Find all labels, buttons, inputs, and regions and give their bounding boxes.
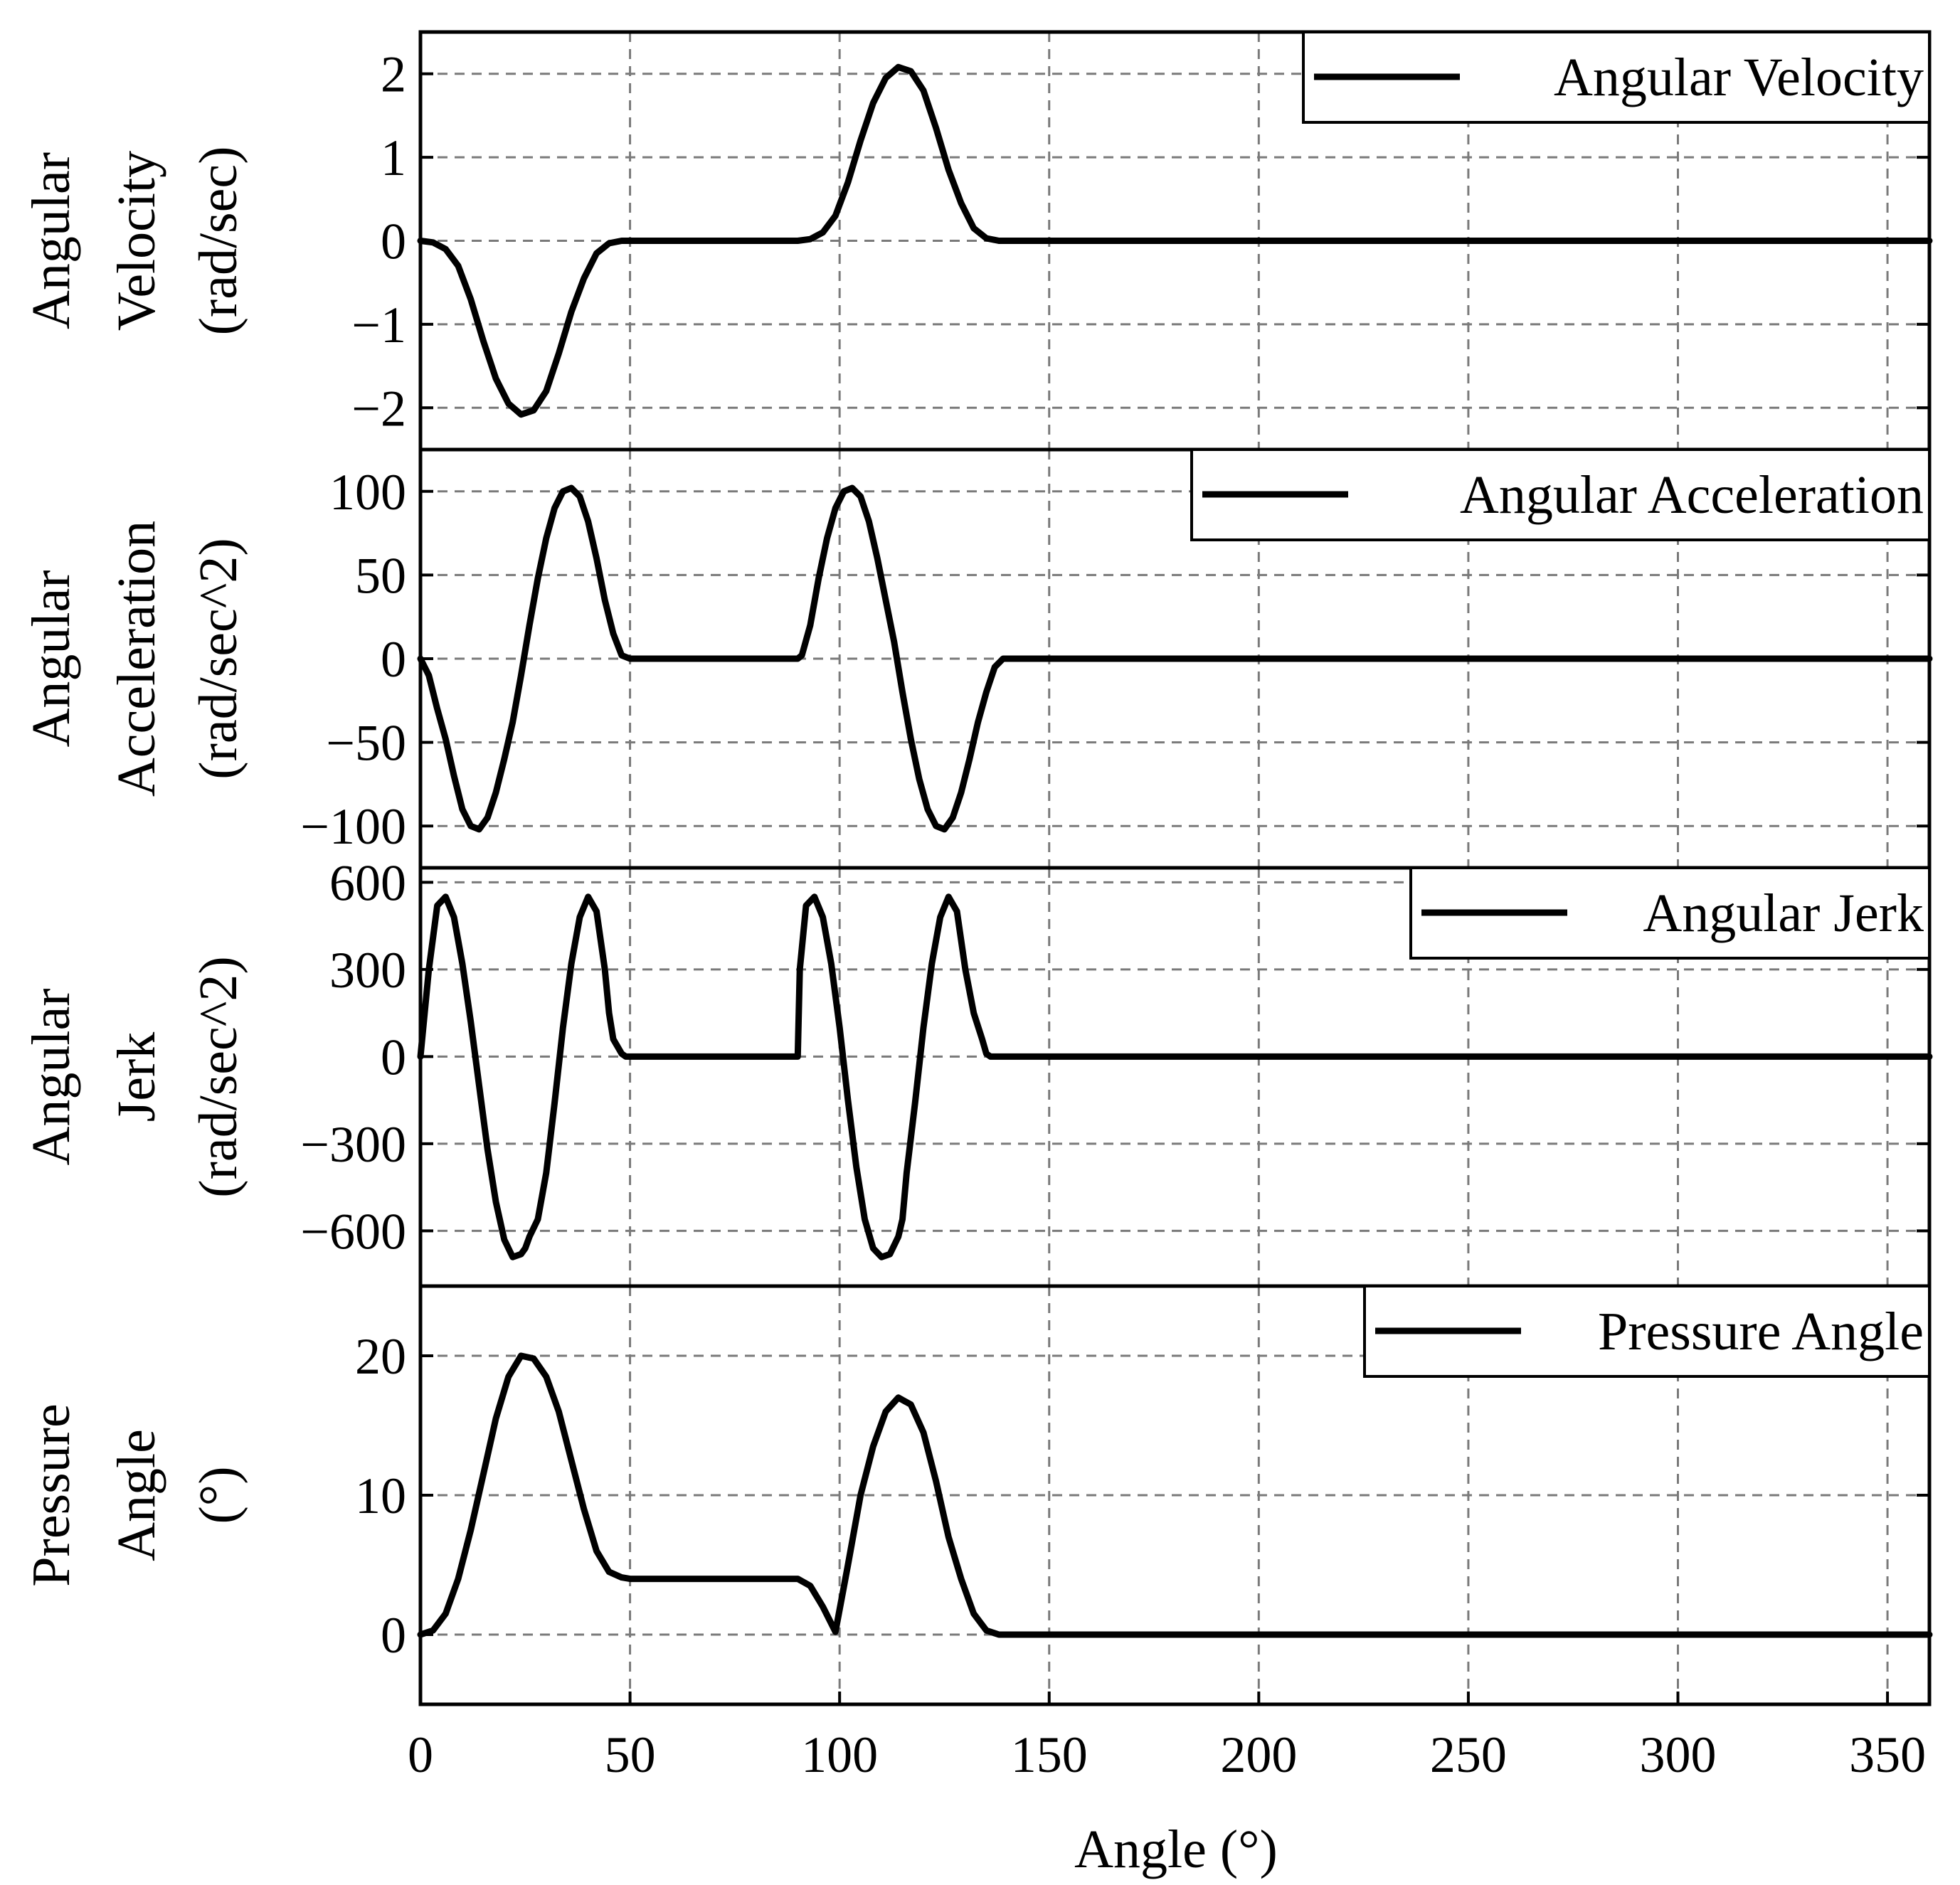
- y-tick-label: 10: [355, 1467, 406, 1524]
- y-axis-label-line: (rad/sec^2): [189, 956, 248, 1197]
- panel-acceleration: 100 50 0 −50 −100 Angular Acceleration Angular…: [21, 447, 1933, 870]
- y-tick-label: −50: [326, 715, 406, 772]
- legend-velocity: Angular Velocity: [1302, 31, 1931, 124]
- panel-velocity: 2 1 0 −1 −2 Angular Velocity Angular Velocity (r…: [21, 30, 1933, 452]
- x-tick-label: 300: [1640, 1726, 1717, 1783]
- y-tick-label: 0: [381, 631, 406, 688]
- series-line-pressure: [417, 1352, 1933, 1638]
- legend-label: Angular Velocity: [1554, 48, 1924, 107]
- y-axis-label-line: Angular: [21, 988, 81, 1165]
- y-tick-label: −600: [300, 1203, 406, 1260]
- y-axis-label-line: (°): [189, 1466, 248, 1524]
- x-tick-label: 0: [408, 1726, 433, 1783]
- y-axis-label-line: (rad/sec): [189, 147, 248, 336]
- y-tick-label: −1: [351, 297, 406, 354]
- x-tick-label: 100: [801, 1726, 878, 1783]
- y-axis-label-line: Angular: [21, 152, 81, 329]
- legend-pressure: Pressure Angle: [1363, 1285, 1931, 1378]
- series-line-velocity: [417, 63, 1933, 418]
- y-tick-label: −100: [300, 798, 406, 855]
- y-axis-label-line: Angle: [107, 1429, 166, 1561]
- x-tick-label: 50: [605, 1726, 656, 1783]
- y-axis-label-line: Jerk: [107, 1032, 166, 1122]
- x-tick-label: 250: [1430, 1726, 1507, 1783]
- y-axis-label-line: (rad/sec^2): [189, 538, 248, 779]
- y-tick-label: 100: [329, 464, 406, 521]
- y-tick-label: 0: [381, 213, 406, 270]
- y-tick-label: 0: [381, 1029, 406, 1085]
- plot-frame: [418, 1284, 1932, 1706]
- y-tick-label: 1: [381, 129, 406, 186]
- y-tick-label: 300: [329, 942, 406, 999]
- legend-jerk: Angular Jerk: [1409, 866, 1931, 960]
- x-tick-label: 350: [1849, 1726, 1926, 1783]
- panel-pressure: 20 10 0 Pressure Angle Pressure Angle (°): [21, 1284, 1933, 1706]
- series-line-acceleration: [417, 484, 1933, 833]
- x-tick-label: 150: [1011, 1726, 1088, 1783]
- y-tick-label: 2: [381, 46, 406, 103]
- y-axis-label-line: Acceleration: [107, 521, 166, 797]
- y-tick-label: 600: [329, 854, 406, 911]
- y-tick-label: 50: [355, 547, 406, 604]
- panel-jerk: 600 300 0 −300 −600 Angular Jerk Angular Jerk (r…: [21, 854, 1933, 1288]
- y-tick-label: 20: [355, 1328, 406, 1385]
- legend-label: Pressure Angle: [1598, 1302, 1924, 1361]
- y-tick-label: 0: [381, 1607, 406, 1664]
- series-line-jerk: [417, 893, 1933, 1260]
- legend-acceleration: Angular Acceleration: [1190, 448, 1931, 541]
- y-axis-label-line: Velocity: [107, 151, 166, 331]
- legend-label: Angular Jerk: [1643, 883, 1924, 943]
- y-axis-label-line: Pressure: [21, 1403, 81, 1587]
- legend-label: Angular Acceleration: [1460, 465, 1924, 525]
- x-tick-label: 200: [1220, 1726, 1297, 1783]
- y-tick-label: −2: [351, 380, 406, 437]
- y-axis-label-line: Angular: [21, 570, 81, 747]
- x-axis-label: Angle (°): [1074, 1820, 1278, 1879]
- y-tick-label: −300: [300, 1116, 406, 1173]
